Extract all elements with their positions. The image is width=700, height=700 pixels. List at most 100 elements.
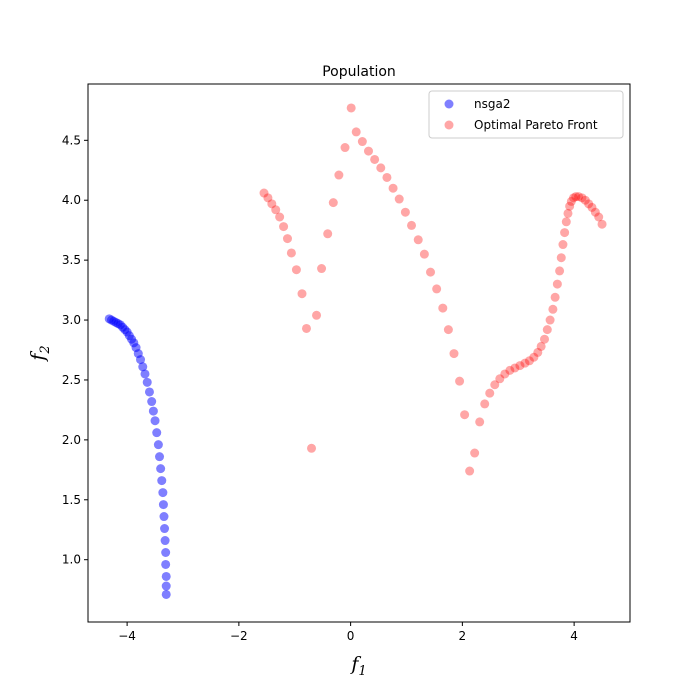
data-point <box>407 220 417 230</box>
data-point <box>590 207 600 217</box>
data-point <box>485 388 495 398</box>
data-point <box>340 143 350 153</box>
legend-label-nsga2: nsga2 <box>474 97 510 111</box>
data-point <box>438 303 448 313</box>
legend-box <box>428 90 624 139</box>
data-point <box>271 205 281 215</box>
data-point <box>500 369 510 379</box>
data-point <box>334 170 344 180</box>
data-point <box>150 416 160 426</box>
data-point <box>400 207 410 217</box>
y-tick-label: 4.5 <box>62 133 81 147</box>
x-axis-label-base: f <box>349 653 361 675</box>
data-point <box>555 266 565 276</box>
x-axis-label-subscript: 1 <box>358 664 366 679</box>
data-point <box>307 443 317 453</box>
data-point <box>282 234 292 244</box>
data-point <box>577 193 587 203</box>
data-point <box>279 222 289 232</box>
data-point <box>160 536 170 546</box>
data-point <box>565 201 575 211</box>
data-point <box>388 183 398 193</box>
data-point <box>510 363 520 373</box>
data-point <box>597 219 607 229</box>
y-tick-label: 3.5 <box>62 253 81 267</box>
legend-marker-nsga2 <box>444 99 454 109</box>
data-point <box>160 524 170 534</box>
data-point <box>490 380 500 390</box>
data-point <box>548 304 558 314</box>
data-point <box>495 374 505 384</box>
data-point <box>443 325 453 335</box>
y-tick-label: 3.0 <box>62 313 81 327</box>
data-point <box>542 325 552 335</box>
data-point <box>312 310 322 320</box>
legend-label-optimal-pareto-front: Optimal Pareto Front <box>474 118 598 132</box>
data-point <box>317 264 327 274</box>
data-point <box>480 399 490 409</box>
data-point <box>351 127 361 137</box>
data-point <box>161 581 171 591</box>
data-point <box>550 292 560 302</box>
data-point <box>136 355 146 365</box>
data-point <box>142 377 152 387</box>
data-point <box>153 440 163 450</box>
data-point <box>275 212 285 222</box>
data-point <box>561 217 571 227</box>
data-point <box>161 589 171 599</box>
data-point <box>144 387 154 397</box>
plot-marks <box>104 103 607 599</box>
data-point <box>159 512 169 522</box>
data-point <box>574 192 584 202</box>
data-point <box>156 464 166 474</box>
y-axis-ticks: 1.0 1.5 2.0 2.5 3.0 3.5 4.0 4.5 <box>62 133 88 567</box>
data-point <box>533 347 543 357</box>
y-tick-label: 2.5 <box>62 373 81 387</box>
data-point <box>571 192 581 202</box>
x-axis-ticks: −4 −2 0 2 4 <box>118 622 578 643</box>
data-point <box>161 559 171 569</box>
data-point <box>394 194 404 204</box>
data-point <box>524 356 534 366</box>
data-point <box>382 172 392 182</box>
data-point <box>432 284 442 294</box>
data-point <box>536 341 546 351</box>
data-point <box>413 235 423 245</box>
series-optimal-pareto-front <box>259 103 607 476</box>
data-point <box>563 208 573 218</box>
chart-title: Population <box>322 64 396 80</box>
data-point <box>515 361 525 371</box>
y-axis-label-subscript: 2 <box>38 345 53 354</box>
data-point <box>594 212 604 222</box>
y-tick-label: 1.0 <box>62 553 81 567</box>
data-point <box>263 193 273 203</box>
data-point <box>323 229 333 239</box>
data-point <box>455 376 465 386</box>
axes-frame <box>87 83 631 623</box>
data-point <box>158 500 168 510</box>
data-point <box>357 137 367 147</box>
data-point <box>470 448 480 458</box>
data-point <box>558 240 568 250</box>
data-point <box>161 571 171 581</box>
data-point <box>157 476 167 486</box>
legend: nsga2 Optimal Pareto Front <box>428 90 624 139</box>
data-point <box>148 406 158 416</box>
x-tick-label: 4 <box>570 629 578 643</box>
data-point <box>560 228 570 238</box>
x-tick-label: −2 <box>230 629 248 643</box>
legend-marker-optimal-pareto-front <box>444 120 454 130</box>
x-axis-label: f1 <box>349 653 366 679</box>
y-axis-label-base: f <box>27 351 49 363</box>
data-point <box>520 358 530 368</box>
data-point <box>426 267 436 277</box>
data-point <box>540 334 550 344</box>
data-point <box>370 154 380 164</box>
data-point <box>291 265 301 275</box>
data-point <box>552 279 562 289</box>
data-point <box>584 199 594 209</box>
data-point <box>376 163 386 173</box>
x-tick-label: 0 <box>347 629 355 643</box>
data-point <box>346 103 356 113</box>
